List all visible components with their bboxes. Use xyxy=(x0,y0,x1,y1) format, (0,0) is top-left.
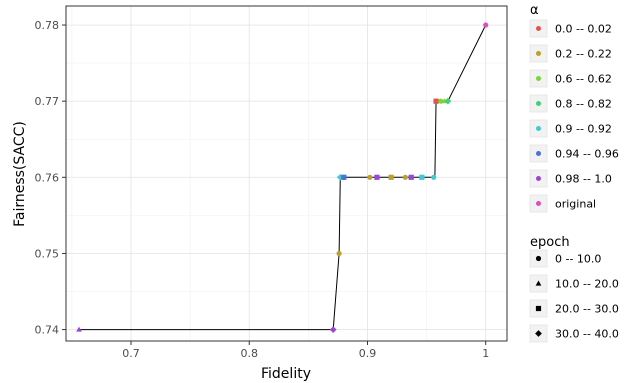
y-tick-label: 0.74 xyxy=(35,324,60,337)
x-tick-label: 0.9 xyxy=(359,347,377,360)
color-legend-label: 0.9 -- 0.92 xyxy=(555,123,612,136)
data-point xyxy=(329,326,337,333)
minor-gridlines xyxy=(66,6,507,341)
color-legend-swatch xyxy=(536,201,541,206)
data-point xyxy=(483,22,489,28)
color-legend-swatch xyxy=(536,26,541,31)
shape-legend-label: 30.0 -- 40.0 xyxy=(555,328,619,341)
color-legend-swatch xyxy=(536,76,541,81)
data-point xyxy=(388,174,394,180)
x-axis-ticks: 0.7 0.8 0.9 1 xyxy=(122,341,489,360)
data-point xyxy=(341,174,347,180)
color-legend-swatch xyxy=(536,101,541,106)
y-tick-label: 0.76 xyxy=(35,171,60,184)
shape-legend-symbol xyxy=(535,330,542,337)
data-point xyxy=(433,98,439,104)
color-legend-swatch xyxy=(536,176,541,181)
x-tick-label: 1 xyxy=(482,347,489,360)
shape-legend-symbol xyxy=(535,280,542,286)
color-legend-swatch xyxy=(536,51,541,56)
x-tick-label: 0.7 xyxy=(122,347,140,360)
x-tick-label: 0.8 xyxy=(241,347,259,360)
shape-legend-title: epoch xyxy=(530,235,570,250)
color-legend-label: 0.98 -- 1.0 xyxy=(555,173,612,186)
data-point xyxy=(336,250,342,257)
shape-legend-label: 0 -- 10.0 xyxy=(555,253,601,266)
shape-legend-label: 10.0 -- 20.0 xyxy=(555,278,619,291)
color-legend-label: original xyxy=(555,198,596,211)
data-point xyxy=(76,326,82,332)
data-point xyxy=(402,174,408,180)
data-point xyxy=(431,174,437,180)
color-legend-label: 0.6 -- 0.62 xyxy=(555,73,612,86)
panel-background xyxy=(66,6,507,341)
data-point xyxy=(408,174,414,180)
y-axis-ticks: 0.74 0.75 0.76 0.77 0.78 xyxy=(35,19,66,337)
color-legend-swatch xyxy=(536,151,541,156)
shape-legend: 0 -- 10.0 10.0 -- 20.0 20.0 -- 30.0 30.0 --… xyxy=(529,249,619,343)
y-tick-label: 0.77 xyxy=(35,95,60,108)
shape-legend-label: 20.0 -- 30.0 xyxy=(555,303,619,316)
data-point xyxy=(374,174,380,180)
shape-legend-symbol xyxy=(535,305,542,312)
color-legend-swatch xyxy=(536,126,541,131)
color-legend-label: 0.2 -- 0.22 xyxy=(555,48,612,61)
color-legend: 0.0 -- 0.02 0.2 -- 0.22 0.6 -- 0.62 0.8 -- … xyxy=(529,19,619,213)
color-legend-title: α xyxy=(530,3,539,18)
data-point xyxy=(444,97,452,105)
y-tick-label: 0.75 xyxy=(35,247,60,260)
data-points xyxy=(76,22,489,333)
data-point xyxy=(419,174,425,180)
color-legend-label: 0.94 -- 0.96 xyxy=(555,148,619,161)
color-legend-label: 0.0 -- 0.02 xyxy=(555,23,612,36)
x-axis-title: Fidelity xyxy=(261,366,311,382)
color-legend-label: 0.8 -- 0.82 xyxy=(555,98,612,111)
y-tick-label: 0.78 xyxy=(35,19,60,32)
data-point xyxy=(367,174,373,180)
panel-border xyxy=(65,5,508,342)
shape-legend-symbol xyxy=(535,255,542,262)
y-axis-title: Fairness(SACC) xyxy=(12,121,28,227)
